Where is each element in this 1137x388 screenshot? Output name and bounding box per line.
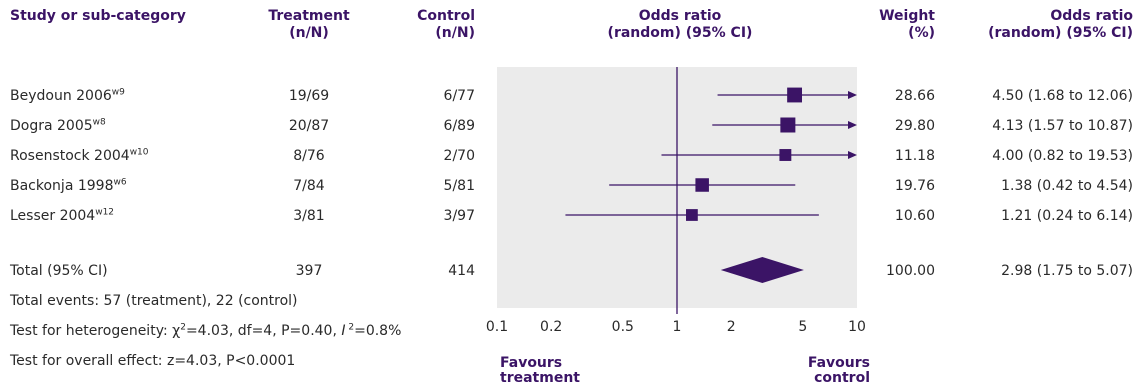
ci-arrow	[848, 91, 857, 99]
header-treatment: Treatment (n/N)	[268, 8, 350, 41]
study-point	[780, 117, 796, 133]
axis-tick-label: 0.2	[540, 319, 562, 335]
control-count: 6/89	[443, 118, 475, 134]
header-odds-ratio-value: Odds ratio (random) (95% CI)	[988, 8, 1133, 41]
total-odds-ratio-text: 2.98 (1.75 to 5.07)	[1001, 263, 1133, 279]
study-point	[787, 87, 803, 103]
axis-tick-label: 5	[798, 319, 807, 335]
axis-tick-label: 10	[848, 319, 866, 335]
header-study: Study or sub-category	[10, 8, 186, 24]
axis-tick-label: 1	[673, 319, 682, 335]
overall-effect-test: Test for overall effect: z=4.03, P<0.000…	[10, 353, 296, 369]
weight-value: 19.76	[894, 178, 935, 194]
header-weight: Weight (%)	[879, 8, 935, 41]
study-point	[686, 209, 698, 221]
odds-ratio-text: 1.38 (0.42 to 4.54)	[1001, 178, 1133, 194]
weight-value: 10.60	[894, 208, 935, 224]
axis-tick-label: 2	[727, 319, 736, 335]
pooled-diamond	[720, 257, 804, 283]
total-label: Total (95% CI)	[10, 263, 108, 279]
treatment-count: 7/84	[293, 178, 325, 194]
control-count: 3/97	[443, 208, 475, 224]
weight-value: 28.66	[894, 88, 935, 104]
total-control: 414	[448, 263, 475, 279]
odds-ratio-text: 4.00 (0.82 to 19.53)	[992, 148, 1133, 164]
weight-value: 29.80	[894, 118, 935, 134]
study-name: Backonja 1998w6	[10, 177, 127, 194]
axis-tick-label: 0.1	[486, 319, 508, 335]
odds-ratio-text: 1.21 (0.24 to 6.14)	[1001, 208, 1133, 224]
treatment-count: 3/81	[293, 208, 325, 224]
total-events: Total events: 57 (treatment), 22 (contro…	[10, 293, 298, 309]
study-point	[695, 178, 709, 192]
control-count: 6/77	[443, 88, 475, 104]
treatment-count: 8/76	[293, 148, 325, 164]
axis-tick-label: 0.5	[612, 319, 634, 335]
header-odds-ratio-plot: Odds ratio (random) (95% CI)	[607, 8, 753, 41]
study-name: Dogra 2005w8	[10, 117, 106, 134]
favours-treatment-label: Favours treatment	[500, 355, 580, 386]
study-name: Lesser 2004w12	[10, 207, 115, 224]
control-count: 2/70	[443, 148, 475, 164]
weight-value: 11.18	[894, 148, 935, 164]
favours-control-label: Favours control	[807, 355, 870, 386]
control-count: 5/81	[443, 178, 475, 194]
odds-ratio-text: 4.13 (1.57 to 10.87)	[992, 118, 1133, 134]
total-treatment: 397	[295, 263, 323, 279]
header-control: Control (n/N)	[417, 8, 475, 41]
treatment-count: 19/69	[288, 88, 330, 104]
ci-arrow	[848, 121, 857, 129]
study-name: Rosenstock 2004w10	[10, 147, 149, 164]
treatment-count: 20/87	[288, 118, 330, 134]
study-name: Beydoun 2006w9	[10, 87, 125, 104]
heterogeneity-test: Test for heterogeneity: χ2=4.03, df=4, P…	[10, 322, 402, 339]
total-weight: 100.00	[886, 263, 935, 279]
study-point	[779, 149, 792, 161]
odds-ratio-text: 4.50 (1.68 to 12.06)	[992, 88, 1133, 104]
ci-arrow	[848, 151, 857, 159]
